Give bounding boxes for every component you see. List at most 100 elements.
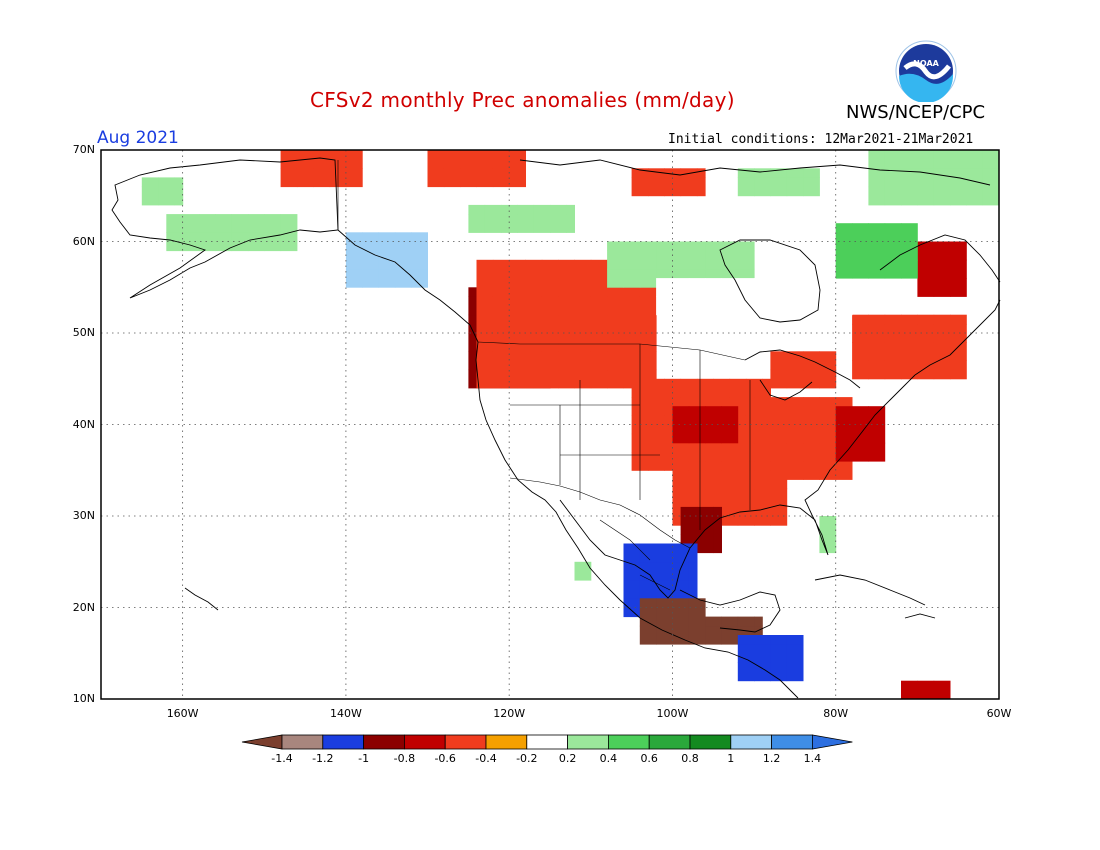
anomaly-cell — [852, 241, 869, 261]
anomaly-cell — [411, 232, 428, 252]
labrador-coast — [879, 234, 1001, 283]
anomaly-cell — [688, 598, 706, 608]
noaa-logo-text: NOAA — [913, 59, 939, 68]
anomaly-cell — [696, 168, 706, 178]
anomaly-cell — [590, 369, 608, 389]
anomaly-cell — [141, 177, 159, 188]
anomaly-cell — [639, 250, 657, 270]
anomaly-cell — [607, 250, 624, 270]
anomaly-cell — [182, 214, 200, 233]
latitude-label: 30N — [72, 509, 95, 522]
anomaly-cell — [623, 580, 641, 599]
anomaly-cell — [492, 333, 510, 352]
anomaly-cell — [770, 351, 788, 371]
longitude-label: 80W — [823, 707, 849, 720]
forecast-month: Aug 2021 — [97, 128, 179, 148]
anomaly-cell — [541, 333, 559, 352]
anomaly-cell — [345, 168, 363, 188]
anomaly-cell — [884, 150, 902, 169]
anomaly-cell — [623, 351, 641, 371]
anomaly-cell — [917, 241, 935, 261]
anomaly-cell — [786, 177, 804, 197]
anomaly-cell — [737, 616, 755, 627]
anomaly-cell — [533, 204, 551, 215]
anomaly-cell — [492, 259, 510, 279]
anomaly-cell — [509, 296, 526, 316]
longitude-label: 160W — [166, 707, 199, 720]
anomaly-cell — [713, 516, 722, 535]
anomaly-cell — [950, 186, 967, 206]
anomaly-cell — [852, 442, 869, 462]
anomaly-cell — [696, 506, 714, 517]
anomaly-cell — [427, 150, 445, 169]
anomaly-cell — [680, 378, 698, 398]
anomaly-cell — [574, 351, 592, 371]
anomaly-cell — [672, 488, 690, 508]
anomaly-cell — [607, 314, 624, 334]
anomaly-cell — [786, 424, 804, 444]
anomaly-cell — [884, 342, 902, 361]
anomaly-cell — [884, 186, 902, 206]
anomaly-cell — [933, 259, 951, 279]
legend-level-label: 0.2 — [558, 752, 577, 765]
anomaly-cell — [917, 186, 935, 206]
anomaly-cell — [705, 470, 722, 490]
political-borders — [337, 160, 751, 591]
anomaly-cell — [868, 314, 886, 325]
legend-swatch — [363, 734, 405, 750]
anomaly-cell — [656, 580, 673, 599]
anomaly-cell — [721, 461, 739, 471]
us-west-coast — [475, 341, 799, 699]
anomaly-cell — [901, 223, 918, 242]
anomaly-cell — [394, 268, 412, 288]
anomaly-cell — [623, 561, 641, 581]
anomaly-cell — [754, 662, 771, 682]
anomaly-cell — [296, 168, 314, 188]
anomaly-cell — [623, 314, 641, 334]
anomaly-cell — [656, 278, 673, 297]
anomaly-cell — [509, 351, 526, 371]
anomaly-cell — [574, 369, 592, 389]
anomaly-cell — [648, 177, 665, 197]
anomaly-cell — [705, 296, 722, 316]
anomaly-cell — [705, 406, 722, 425]
noaa-logo-icon: NOAA — [895, 40, 957, 102]
anomaly-cell — [737, 250, 755, 270]
anomaly-cell — [705, 616, 722, 627]
legend-level-label: 1 — [727, 752, 735, 765]
anomaly-cell — [737, 470, 755, 490]
anomaly-cell — [656, 543, 673, 563]
anomaly-cell — [648, 397, 665, 416]
anomaly-cell — [803, 296, 820, 316]
anomaly-cell — [623, 333, 641, 352]
anomaly-cell — [648, 415, 665, 435]
anomaly-cell — [688, 470, 706, 490]
legend-swatch — [608, 734, 650, 750]
anomaly-cell — [819, 461, 837, 480]
anomaly-cell — [541, 278, 559, 297]
latitude-label: 20N — [72, 600, 95, 614]
anomaly-cell — [803, 369, 820, 389]
anomaly-cell — [786, 662, 804, 682]
anomaly-cell — [639, 543, 657, 563]
anomaly-cell — [901, 323, 918, 343]
anomaly-cell — [394, 250, 412, 270]
anomaly-cell — [835, 461, 853, 480]
anomaly-cell — [607, 369, 624, 389]
anomaly-cell — [672, 241, 690, 252]
anomaly-cell — [533, 214, 551, 233]
legend-swatch — [281, 734, 324, 750]
anomaly-cell — [737, 241, 755, 252]
anomaly-cell — [754, 442, 771, 462]
anomaly-cell — [672, 561, 690, 581]
anomaly-cell — [901, 314, 918, 325]
latitude-label: 70N — [72, 143, 95, 156]
anomaly-cell — [501, 214, 518, 233]
anomaly-cell — [688, 424, 706, 444]
anomaly-cell — [737, 488, 755, 508]
anomaly-cell — [721, 488, 739, 508]
anomaly-cell — [550, 214, 567, 233]
anomaly-cell — [574, 278, 592, 297]
anomaly-cell — [476, 369, 494, 389]
anomaly-cell — [484, 214, 502, 233]
